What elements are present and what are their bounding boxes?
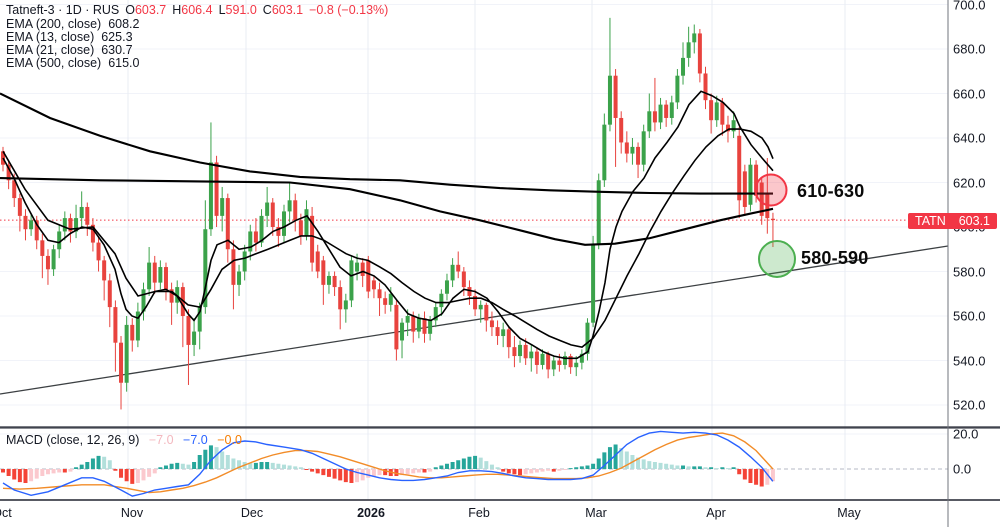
- ema-500-line[interactable]: [0, 92, 773, 195]
- time-axis-label: Apr: [706, 506, 726, 520]
- resistance-label[interactable]: 610-630: [797, 181, 865, 201]
- price-axis-label: 660.0: [953, 86, 986, 101]
- macd-signal-line[interactable]: [2, 432, 774, 494]
- ema-200-line[interactable]: [0, 177, 774, 246]
- indicator-value: 608.2: [108, 16, 140, 31]
- indicator-value: 630.7: [101, 42, 133, 57]
- price-axis-label: 520.0: [953, 397, 986, 413]
- open-value: 603.7: [134, 3, 167, 17]
- price-axis-label: 540.0: [953, 353, 986, 368]
- macd-legend: MACD (close, 12, 26, 9) −7.0 −7.0 −0.0: [6, 433, 248, 447]
- indicator-row[interactable]: EMA (500, close) 615.0: [6, 57, 388, 70]
- time-axis-label: Mar: [585, 506, 607, 520]
- indicator-label: EMA (13, close): [6, 29, 95, 44]
- price-axis-label: 680.0: [953, 41, 986, 57]
- macd-axis-label: 20.0: [953, 426, 979, 442]
- support-circle[interactable]: [758, 240, 796, 278]
- badge-ticker: TATN: [915, 214, 946, 228]
- ema-13-line[interactable]: [2, 90, 774, 360]
- symbol-legend: Tatneft-3 · 1D · RUS O603.7 H606.4 L591.0 C6…: [6, 3, 389, 71]
- macd-histogram[interactable]: [1, 444, 775, 487]
- high-value: 606.4: [181, 3, 213, 17]
- price-axis-label: 620.0: [953, 175, 986, 190]
- open-label: O: [125, 3, 135, 17]
- close-value: 603.1: [271, 3, 304, 17]
- low-label: L: [218, 3, 226, 17]
- last-price-badge[interactable]: TATN 603.1: [908, 213, 997, 229]
- close-label: C: [262, 3, 272, 17]
- grid-layer: [0, 0, 948, 500]
- macd-axis-label: 0.0: [953, 461, 972, 477]
- indicator-row[interactable]: EMA (21, close) 630.7: [6, 42, 388, 57]
- pane-separator[interactable]: [0, 426, 1000, 429]
- time-axis-label: Dec: [240, 506, 264, 520]
- time-axis-label: May: [837, 506, 861, 520]
- indicator-value: 615.0: [108, 56, 140, 71]
- price-axis-label: 560.0: [953, 308, 986, 324]
- symbol-title[interactable]: Tatneft-3 · 1D · RUS: [6, 3, 120, 17]
- time-axis-label: Feb: [468, 506, 490, 520]
- time-axis-label: Oct: [0, 506, 12, 520]
- macd-hist-value: −7.0: [148, 433, 174, 447]
- low-value: 591.0: [225, 3, 257, 17]
- price-axis-label: 580.0: [953, 264, 986, 279]
- indicator-label: EMA (21, close): [6, 42, 95, 57]
- macd-line-value: −7.0: [183, 433, 208, 447]
- macd-signal-value: −0.0: [217, 433, 242, 447]
- high-label: H: [172, 3, 182, 17]
- ema-21-line[interactable]: [2, 128, 774, 348]
- indicator-row[interactable]: EMA (13, close) 625.3: [6, 29, 388, 44]
- price-axis-label: 640.0: [953, 130, 986, 146]
- indicator-label: EMA (200, close): [6, 16, 102, 31]
- macd-main-line[interactable]: [2, 430, 774, 497]
- badge-price: 603.1: [958, 214, 990, 228]
- support-label[interactable]: 580-590: [801, 248, 869, 268]
- indicator-value: 625.3: [101, 29, 133, 44]
- symbol-legend-row: Tatneft-3 · 1D · RUS O603.7 H606.4 L591.0 C6…: [6, 3, 389, 18]
- resistance-circle[interactable]: [754, 173, 788, 207]
- time-axis-label: 2026: [357, 506, 385, 520]
- price-axis-label: 700.0: [953, 0, 986, 12]
- candlestick-series[interactable]: [1, 17, 775, 410]
- indicator-legend: EMA (200, close) 608.2 EMA (13, close) 625.…: [6, 16, 388, 71]
- time-axis-label: Nov: [120, 506, 144, 520]
- macd-label[interactable]: MACD (close, 12, 26, 9): [6, 433, 140, 447]
- indicator-label: EMA (500, close): [6, 56, 102, 71]
- change-value: −0.8 (−0.13%): [309, 3, 389, 17]
- indicator-row[interactable]: EMA (200, close) 608.2: [6, 16, 388, 31]
